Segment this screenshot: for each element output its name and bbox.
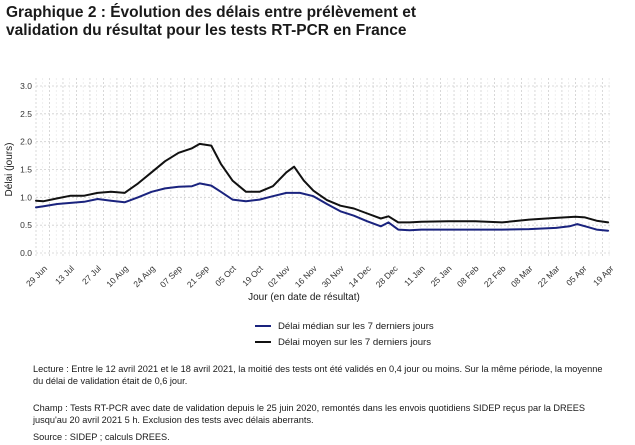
y-tick-label: 2.5 <box>20 109 32 119</box>
legend-label-median: Délai médian sur les 7 derniers jours <box>278 320 434 332</box>
x-tick-label: 24 Aug <box>131 263 157 289</box>
y-tick-label: 3.0 <box>20 81 32 91</box>
legend-label-mean: Délai moyen sur les 7 derniers jours <box>278 336 432 348</box>
mean-delay-line <box>35 142 610 224</box>
chart-title-line-1: Graphique 2 : Évolution des délais entre… <box>6 4 417 21</box>
x-tick-label: 19 Oct <box>240 263 265 288</box>
legend-item-mean: Délai moyen sur les 7 derniers jours <box>255 334 434 350</box>
x-tick-label: 14 Dec <box>347 263 374 290</box>
x-tick-label: 08 Mar <box>509 263 535 289</box>
median-delay-line <box>35 182 610 232</box>
x-tick-label: 22 Mar <box>536 263 562 289</box>
note-champ: Champ : Tests RT-PCR avec date de valida… <box>33 403 586 425</box>
note-lecture: Lecture : Entre le 12 avril 2021 et le 1… <box>33 364 603 386</box>
x-tick-label: 11 Jan <box>402 263 427 288</box>
x-tick-label: 05 Oct <box>213 263 238 288</box>
x-tick-label: 10 Aug <box>104 263 130 289</box>
y-tick-label: 2.0 <box>20 137 32 147</box>
x-tick-label: 02 Nov <box>266 263 293 290</box>
x-tick-label: 28 Dec <box>374 263 401 290</box>
y-tick-label: 0.0 <box>20 248 32 258</box>
x-tick-label: 22 Feb <box>482 263 508 289</box>
x-tick-label: 25 Jan <box>429 263 454 288</box>
line-chart: 0.00.51.01.52.02.53.029 Jun 13 Jul 27 Jul 1… <box>4 78 616 303</box>
chart-title: Graphique 2 : Évolution des délais entre… <box>6 4 626 40</box>
x-tick-label: 30 Nov <box>320 263 347 290</box>
legend-swatch-mean <box>255 341 271 343</box>
x-tick-label: 08 Feb <box>455 263 481 289</box>
chart-legend: Délai médian sur les 7 derniers jours Dé… <box>255 318 434 350</box>
x-tick-label: 13 Jul <box>53 263 76 286</box>
legend-swatch-median <box>255 325 271 327</box>
legend-item-median: Délai médian sur les 7 derniers jours <box>255 318 434 334</box>
y-tick-label: 1.5 <box>20 165 32 175</box>
x-tick-label: 16 Nov <box>293 263 320 290</box>
note-source: Source : SIDEP ; calculs DREES. <box>33 432 170 442</box>
chart-title-line-2: validation du résultat pour les tests RT… <box>6 22 407 39</box>
x-axis-title: Jour (en date de résultat) <box>248 292 360 303</box>
x-tick-label: 19 Apr <box>591 263 616 288</box>
x-tick-label: 27 Jul <box>80 263 103 286</box>
x-tick-label: 21 Sep <box>185 263 211 289</box>
y-axis-title: Délai (jours) <box>4 143 15 197</box>
y-tick-label: 0.5 <box>20 220 32 230</box>
x-tick-label: 07 Sep <box>158 263 184 289</box>
x-tick-label: 29 Jun <box>24 263 49 288</box>
y-tick-label: 1.0 <box>20 192 32 202</box>
x-tick-label: 05 Apr <box>564 263 589 288</box>
